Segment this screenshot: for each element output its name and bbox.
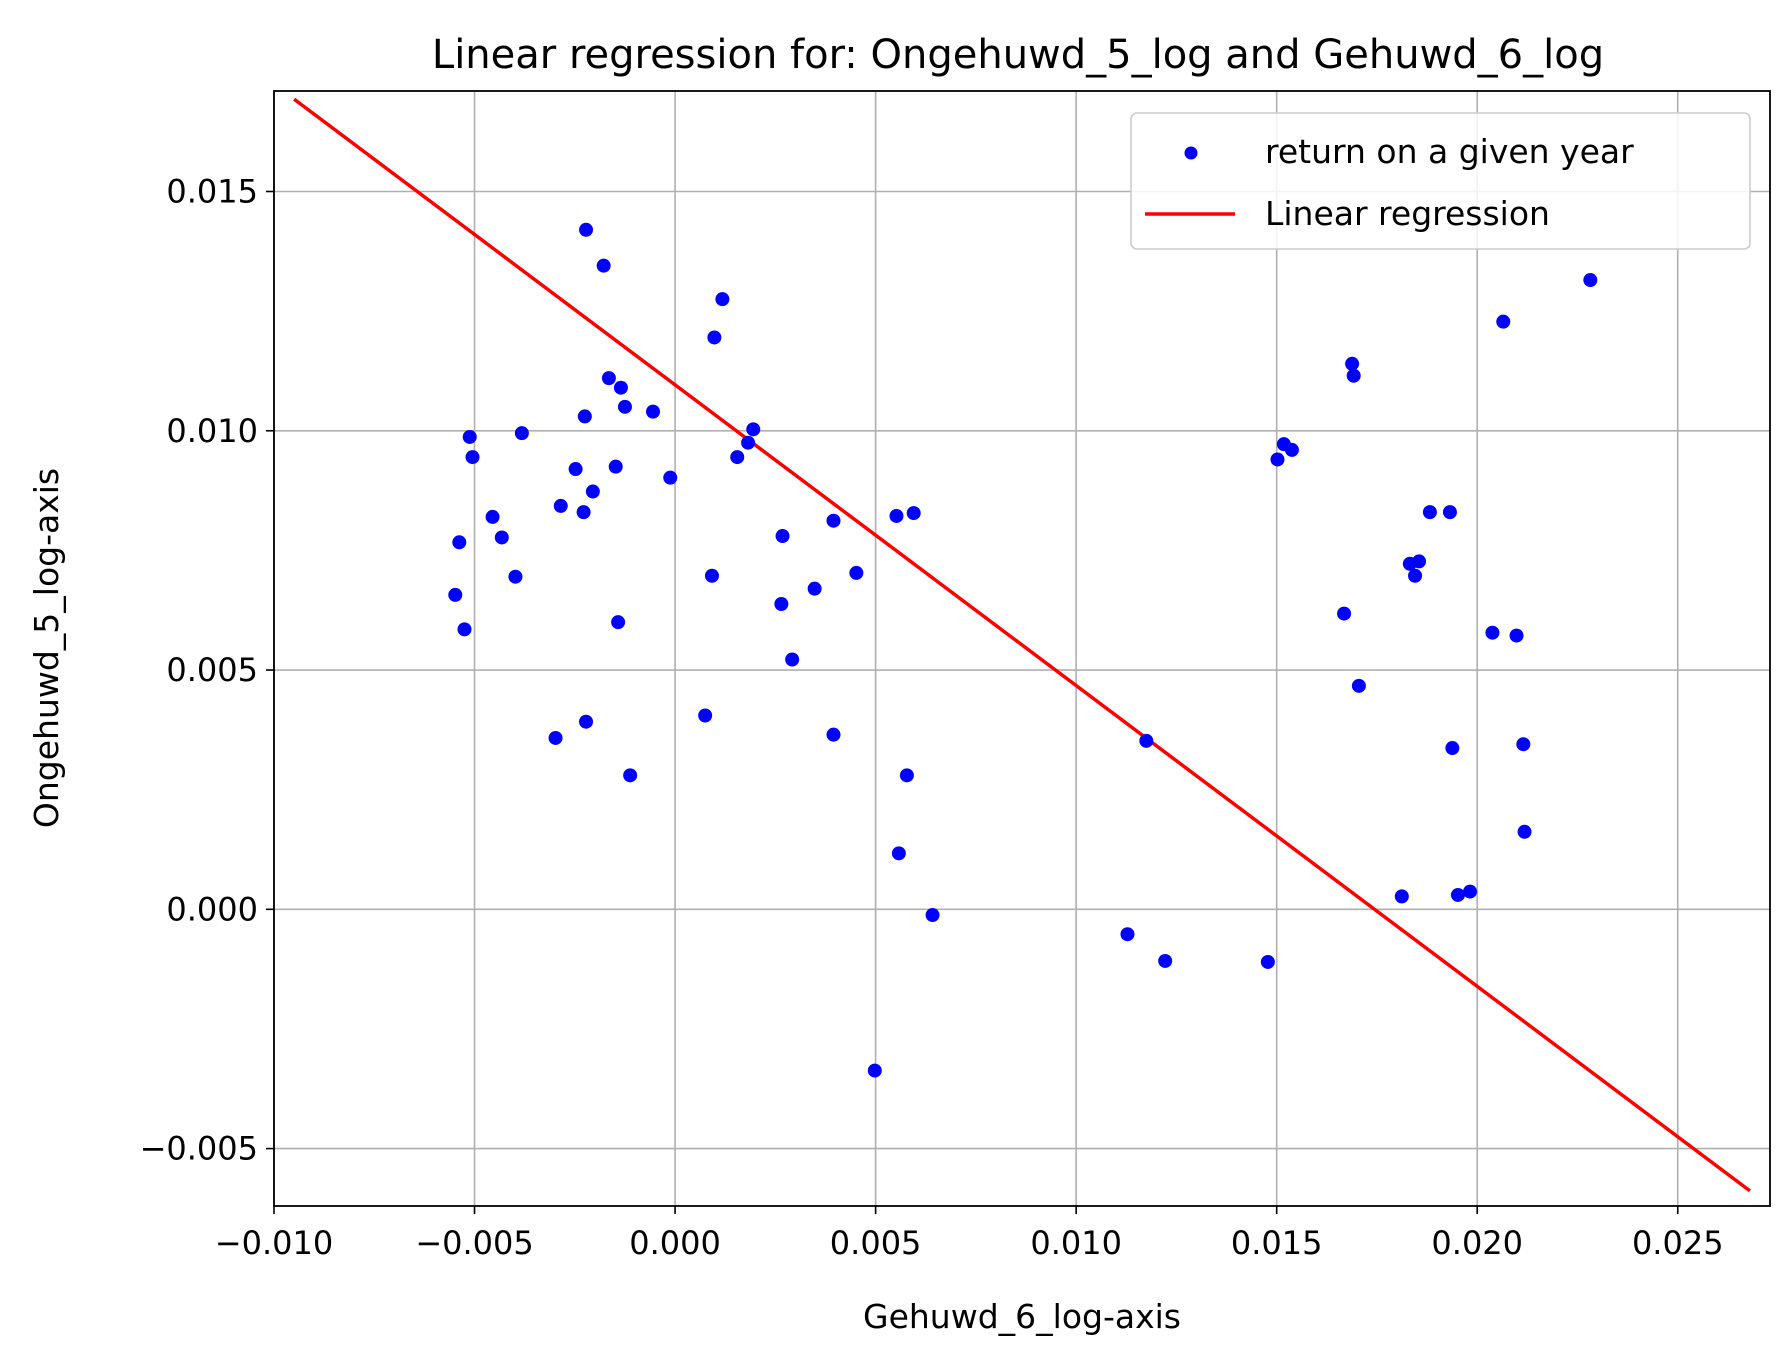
data-point [1139,733,1154,748]
plot-frame [273,90,1771,1207]
data-point [1422,505,1437,520]
y-axis-label: Ongehuwd_5_log-axis [27,468,66,828]
data-point [613,380,628,395]
data-point [1158,953,1173,968]
data-point [601,371,616,386]
data-point [1450,887,1465,902]
data-point [585,484,600,499]
x-tick-label: 0.020 [1431,1224,1523,1262]
data-point [1120,927,1135,942]
x-tick-label: 0.010 [1030,1224,1122,1262]
data-point [1485,625,1500,640]
data-point [1284,442,1299,457]
x-tick-label: 0.005 [830,1224,922,1262]
data-point [1394,889,1409,904]
data-point [849,565,864,580]
x-tick-label: 0.015 [1231,1224,1323,1262]
regression-series [293,97,1751,1193]
data-point [617,399,632,414]
x-tick-label: −0.005 [415,1224,533,1262]
data-point [1517,824,1532,839]
data-point [1412,554,1427,569]
y-tick-label: 0.015 [166,172,258,210]
y-tick-label: 0.010 [166,412,258,450]
data-point [448,587,463,602]
data-point [867,1063,882,1078]
x-tick-label: 0.025 [1632,1224,1724,1262]
data-point [707,330,722,345]
x-axis-label: Gehuwd_6_log-axis [863,1297,1181,1336]
regression-line [293,97,1751,1193]
data-point [611,615,626,630]
data-point [1345,356,1360,371]
data-point [514,426,529,441]
data-point [1260,954,1275,969]
data-point [785,652,800,667]
scatter-series [448,222,1598,1078]
legend-label-line: Linear regression [1265,194,1550,233]
data-point [698,708,713,723]
data-point [715,292,730,307]
data-point [889,508,904,523]
data-point [548,730,563,745]
legend: return on a given year Linear regression [1130,112,1751,250]
y-axis: −0.005 0.000 0.005 0.010 0.015 [140,172,274,1168]
data-point [1583,273,1598,288]
data-point [1351,678,1366,693]
legend-box [1130,112,1751,250]
data-point [1496,314,1511,329]
data-point [452,535,467,550]
legend-marker-scatter [1184,146,1198,160]
data-point [906,506,921,521]
data-point [1442,505,1457,520]
data-point [1346,368,1361,383]
data-point [741,435,756,450]
data-point [1462,884,1477,899]
data-point [576,505,591,520]
data-point [1270,452,1285,467]
data-point [577,409,592,424]
data-point [774,596,789,611]
data-point [663,470,678,485]
data-point [1445,741,1460,756]
data-point [462,429,477,444]
data-point [579,222,594,237]
chart-title: Linear regression for: Ongehuwd_5_log an… [432,32,1604,78]
data-point [494,530,509,545]
data-point [746,422,761,437]
data-point [807,581,822,596]
data-point [508,569,523,584]
data-point [899,768,914,783]
x-axis: −0.010 −0.005 0.000 0.005 0.010 0.015 0.020 0.0… [215,1206,1724,1262]
y-tick-label: 0.005 [166,651,258,689]
data-point [925,908,940,923]
legend-label-scatter: return on a given year [1265,132,1634,171]
data-point [730,450,745,465]
data-point [1516,737,1531,752]
data-point [1408,568,1423,583]
x-tick-label: 0.000 [629,1224,721,1262]
data-point [775,529,790,544]
data-point [485,509,500,524]
y-tick-label: −0.005 [140,1130,258,1168]
data-point [465,450,480,465]
data-point [579,714,594,729]
data-point [704,568,719,583]
data-point [608,459,623,474]
data-point [596,258,611,273]
data-point [568,462,583,477]
data-point [891,846,906,861]
y-tick-label: 0.000 [166,890,258,928]
data-point [623,768,638,783]
data-point [457,622,472,637]
x-tick-label: −0.010 [215,1224,333,1262]
data-point [1509,628,1524,643]
data-point [1337,606,1352,621]
data-point [646,404,661,419]
data-point [826,727,841,742]
data-point [826,513,841,528]
data-point [553,498,568,513]
